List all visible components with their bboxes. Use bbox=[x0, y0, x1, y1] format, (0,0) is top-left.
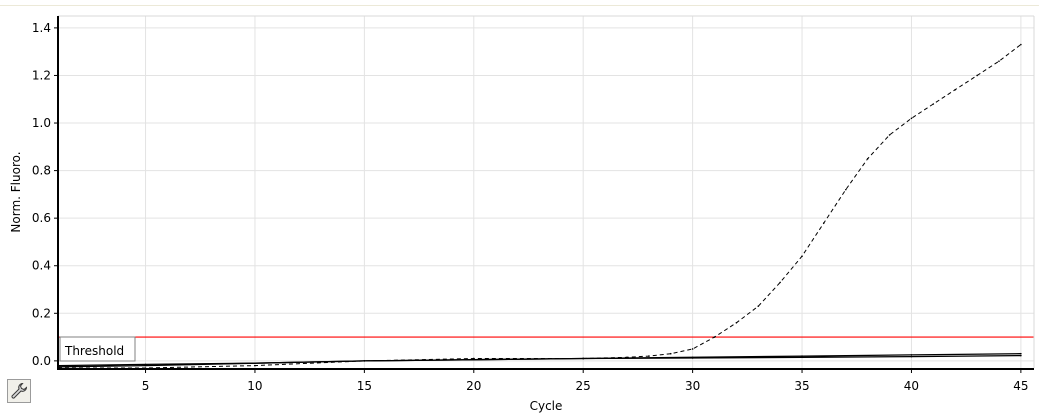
series-3-point bbox=[363, 360, 366, 362]
threshold-label: Threshold bbox=[64, 344, 124, 358]
wrench-icon bbox=[11, 382, 28, 399]
grid-lines bbox=[58, 16, 1034, 368]
series-1-point bbox=[976, 74, 978, 77]
x-tick-label: 45 bbox=[1013, 379, 1028, 393]
series-1-point bbox=[757, 305, 760, 307]
series-3-point bbox=[254, 362, 256, 365]
series-3-point bbox=[910, 355, 913, 358]
series-1-point bbox=[932, 103, 935, 105]
series-1-point bbox=[648, 355, 650, 357]
top-separator bbox=[0, 5, 1039, 6]
threshold-label-box bbox=[59, 336, 136, 362]
threshold-group: Threshold bbox=[58, 336, 1034, 362]
series-1-point bbox=[866, 157, 869, 160]
series-1-point bbox=[823, 222, 825, 224]
x-tick-label: 5 bbox=[142, 379, 150, 393]
y-tick-label: 0.8 bbox=[32, 164, 51, 178]
x-axis-title: Cycle bbox=[530, 399, 563, 413]
y-tick-label: 1.4 bbox=[32, 21, 51, 35]
series-1-point bbox=[779, 281, 781, 284]
series-1-point bbox=[669, 352, 672, 355]
series-1-point bbox=[254, 364, 256, 367]
series-2-point bbox=[801, 355, 803, 357]
x-tick-label: 35 bbox=[794, 379, 809, 393]
series-3-point bbox=[582, 357, 585, 360]
y-axis-title: Norm. Fluoro. bbox=[9, 151, 23, 232]
x-tick-labels: 5 10 15 20 25 30 35 40 45 bbox=[142, 368, 1029, 393]
y-tick-label: 1.0 bbox=[32, 116, 51, 130]
x-tick-label: 10 bbox=[247, 379, 262, 393]
x-tick-label: 20 bbox=[466, 379, 481, 393]
series-3-point bbox=[472, 358, 475, 361]
series-line-3 bbox=[57, 354, 1021, 368]
series-1-point bbox=[691, 348, 694, 350]
series-2-point bbox=[144, 363, 147, 366]
series-1-point bbox=[845, 188, 847, 191]
series-1-point bbox=[1020, 43, 1022, 46]
series-1-point bbox=[910, 117, 913, 120]
plot-area bbox=[58, 16, 1034, 368]
chart-tool-button[interactable] bbox=[7, 379, 31, 403]
series-3-point bbox=[1020, 354, 1022, 357]
series-2-point bbox=[1020, 352, 1022, 355]
y-tick-label: 0.6 bbox=[32, 211, 51, 225]
series-1-point bbox=[713, 336, 716, 338]
y-tick-label: 0.4 bbox=[32, 259, 51, 273]
series-group bbox=[57, 43, 1022, 369]
series-1-point bbox=[472, 357, 475, 360]
series-3-point bbox=[801, 356, 803, 359]
series-1-point bbox=[954, 88, 957, 91]
series-3-point bbox=[691, 357, 694, 359]
series-1-point bbox=[888, 134, 891, 136]
series-1-point bbox=[735, 322, 738, 324]
x-tick-label: 30 bbox=[685, 379, 700, 393]
series-1-point bbox=[801, 255, 803, 258]
series-2-point bbox=[910, 354, 913, 356]
y-tick-label: 0.2 bbox=[32, 306, 51, 320]
x-tick-label: 40 bbox=[904, 379, 919, 393]
x-tick-label: 15 bbox=[357, 379, 372, 393]
y-tick-labels: 0.0 0.2 0.4 0.6 0.8 1.0 1.2 1.4 bbox=[32, 21, 58, 368]
series-1-point bbox=[998, 60, 1000, 62]
y-tick-label: 0.0 bbox=[32, 354, 51, 368]
y-tick-label: 1.2 bbox=[32, 68, 51, 82]
x-tick-label: 25 bbox=[576, 379, 591, 393]
series-3-point bbox=[144, 364, 147, 367]
